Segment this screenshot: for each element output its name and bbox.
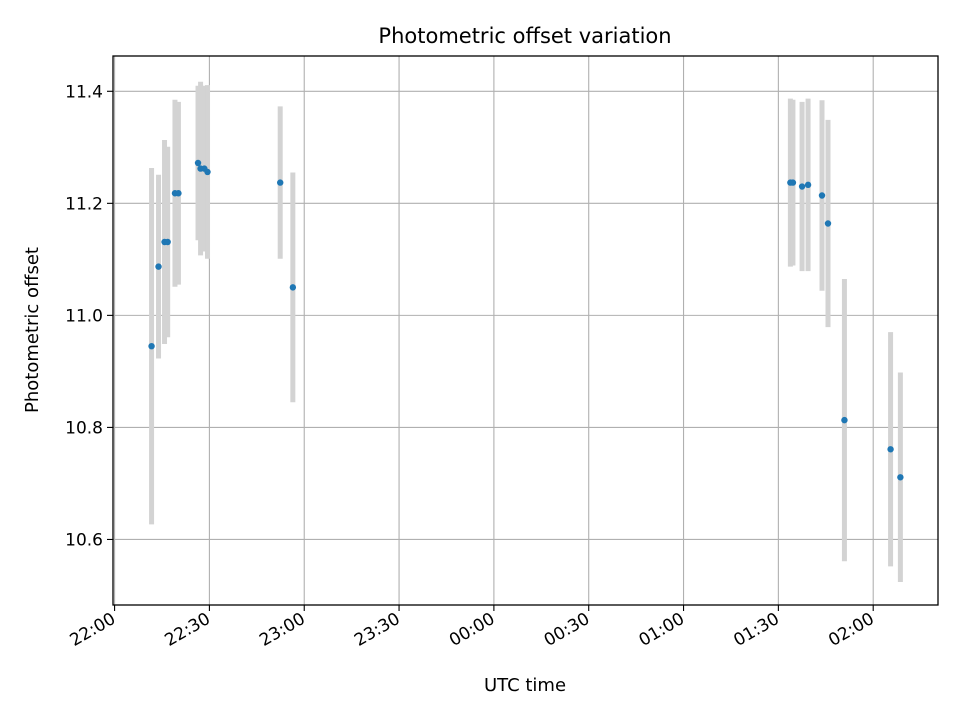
- data-point: [155, 263, 162, 270]
- x-tick-label: 01:00: [636, 609, 688, 651]
- y-tick-label: 10.6: [65, 530, 103, 550]
- data-point: [175, 190, 182, 197]
- chart-title: Photometric offset variation: [378, 24, 671, 48]
- y-axis-ticks: 10.6 10.8 11.0 11.2 11.4: [65, 82, 113, 550]
- data-point: [148, 342, 155, 350]
- y-tick-label: 10.8: [65, 418, 103, 438]
- x-tick-label: 02:00: [825, 609, 877, 651]
- y-tick-label: 11.4: [65, 82, 103, 102]
- data-point: [887, 446, 894, 453]
- x-axis-title: UTC time: [484, 675, 566, 696]
- grid-lines: [113, 56, 938, 605]
- error-bars: [149, 81, 903, 583]
- x-tick-label: 23:00: [256, 609, 308, 651]
- data-point: [841, 416, 848, 424]
- y-tick-label: 11.0: [65, 306, 103, 326]
- y-axis-title: Photometric offset: [22, 247, 43, 413]
- data-point: [798, 183, 806, 190]
- data-point: [824, 220, 832, 227]
- data-point: [818, 192, 826, 199]
- x-tick-label: 01:30: [730, 609, 782, 651]
- data-point: [289, 284, 297, 291]
- y-tick-label: 11.2: [65, 194, 103, 214]
- data-point: [804, 181, 812, 189]
- x-tick-label: 23:30: [351, 609, 403, 651]
- data-point: [164, 238, 171, 246]
- data-point: [277, 179, 284, 186]
- data-point: [789, 179, 797, 186]
- x-tick-label: 22:30: [161, 609, 213, 651]
- plot-frame: [112, 55, 939, 606]
- x-tick-label: 00:00: [446, 609, 498, 651]
- data-points: [148, 159, 904, 481]
- data-point: [204, 168, 211, 176]
- data-point: [897, 474, 904, 481]
- x-axis-ticks: 22:00 22:30 23:00 23:30 00:00 00:30 01:00 01:30…: [67, 605, 878, 651]
- x-tick-label: 22:00: [67, 609, 119, 651]
- x-tick-label: 00:30: [541, 609, 593, 651]
- data-point: [194, 159, 202, 167]
